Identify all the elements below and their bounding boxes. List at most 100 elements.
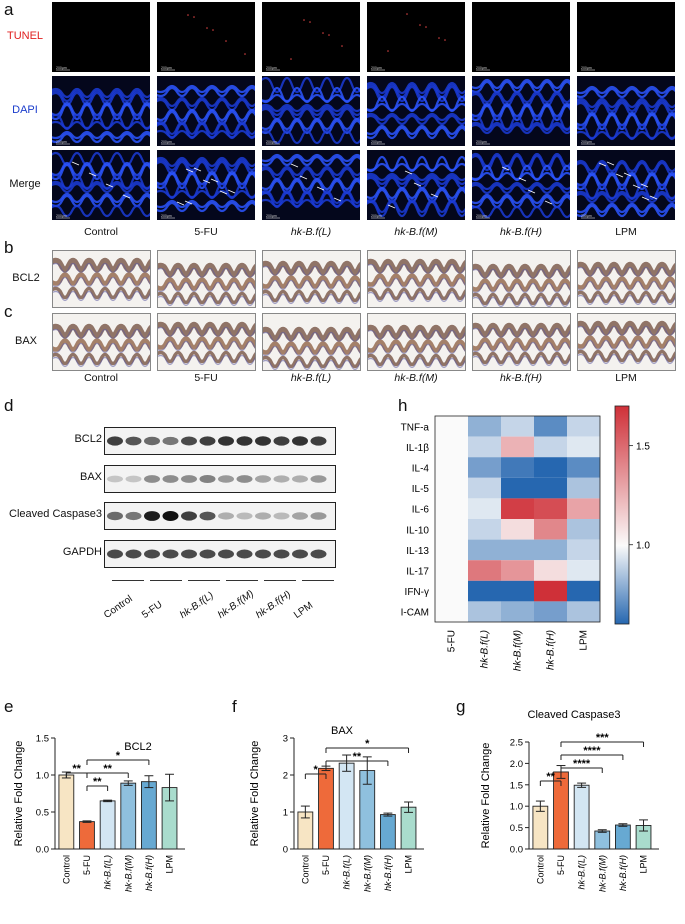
y-tick-label: 2.5	[510, 738, 523, 749]
heatmap-cell	[534, 580, 567, 602]
svg-text:200μm: 200μm	[266, 66, 277, 70]
micrograph-dapi: 200μm	[367, 76, 465, 146]
heatmap-cell	[567, 436, 600, 458]
svg-text:200μm: 200μm	[371, 66, 382, 70]
y-tick-label: 2	[283, 771, 288, 782]
ihc-image-bax	[577, 313, 676, 371]
lane-group-line	[264, 580, 296, 581]
row-label-tunel: TUNEL	[6, 30, 44, 42]
svg-text:200μm: 200μm	[371, 140, 382, 144]
heatmap-row-label: IL-10	[406, 525, 429, 536]
x-tick-label: Control	[535, 855, 545, 884]
heatmap-cell	[501, 580, 534, 602]
ihc-image-bcl2	[367, 250, 466, 308]
heatmap-cell	[468, 416, 501, 437]
x-tick-label: 5-FU	[321, 855, 331, 875]
blot-label-bcl2: BCL2	[74, 433, 102, 445]
x-tick-label: hk-B.f(L)	[577, 855, 587, 890]
significance-label: ****	[573, 758, 591, 770]
heatmap-cell	[534, 436, 567, 458]
micrograph-merge: 200μm	[52, 150, 150, 220]
heatmap-cell	[501, 560, 534, 581]
heatmap-row-label: IL-13	[406, 546, 429, 557]
bar-chart-title: BAX	[331, 725, 354, 737]
x-tick-label: hk-B.f(M)	[362, 855, 372, 892]
group-label-a: hk-B.f(H)	[500, 226, 542, 238]
heatmap-cell	[501, 519, 534, 540]
significance-label: *	[116, 750, 121, 762]
bar	[58, 774, 75, 850]
significance-label: ***	[596, 732, 610, 744]
panel-label-b: b	[4, 238, 14, 257]
blot-strip	[104, 427, 336, 455]
heatmap-cell	[501, 477, 534, 499]
heatmap-cell	[468, 498, 501, 519]
row-label-merge: Merge	[9, 178, 41, 190]
micrograph-merge: 200μm	[367, 150, 465, 220]
group-label-a: Control	[84, 226, 118, 238]
bar-chart-ylabel: Relative Fold Change	[13, 741, 25, 847]
micrograph-dapi: 200μm	[472, 76, 570, 146]
x-tick-label: LPM	[404, 855, 414, 874]
y-tick-label: 1.0	[36, 771, 49, 782]
svg-text:200μm: 200μm	[581, 66, 592, 70]
heatmap-cell	[435, 601, 468, 622]
panel-label-a: a	[4, 0, 14, 19]
heatmap-cell	[534, 477, 567, 499]
micrograph-dapi: 200μm	[52, 76, 150, 146]
heatmap-cell	[435, 539, 468, 561]
heatmap-col-label: hk-B.f(H)	[546, 630, 557, 670]
heatmap-cell	[567, 539, 600, 561]
group-label-c: 5-FU	[194, 372, 218, 384]
x-tick-label: hk-B.f(M)	[123, 855, 133, 892]
svg-text:200μm: 200μm	[581, 214, 592, 218]
lane-group-line	[150, 580, 182, 581]
heatmap-cell	[534, 601, 567, 622]
heatmap-cell	[534, 560, 567, 581]
panel-label-g: g	[456, 697, 466, 716]
heatmap-cell	[435, 457, 468, 478]
bar-chart-ylabel: Relative Fold Change	[480, 743, 492, 849]
ihc-row-label-bcl2: BCL2	[12, 272, 40, 284]
bar-chart-title: Cleaved Caspase3	[528, 709, 621, 721]
heatmap-row-label: IL-5	[412, 484, 430, 495]
x-tick-label: hk-B.f(H)	[144, 855, 154, 891]
significance-label: **	[72, 763, 81, 775]
significance-label: ****	[583, 745, 601, 757]
heatmap-col-label: hk-B.f(L)	[480, 630, 491, 668]
group-label-c: Control	[84, 372, 118, 384]
heatmap-cell	[567, 580, 600, 602]
heatmap-row-label: IL-4	[412, 464, 430, 475]
ihc-image-bcl2	[472, 250, 571, 308]
heatmap-cell	[501, 601, 534, 622]
bax-bar-chart: BAX Relative Fold Change 0 1 2 3 Control 5-FU hk…	[249, 725, 424, 892]
x-tick-label: Control	[300, 855, 310, 884]
svg-text:200μm: 200μm	[371, 214, 382, 218]
heatmap-col-label: hk-B.f(M)	[513, 630, 524, 671]
svg-text:200μm: 200μm	[56, 214, 67, 218]
y-tick-label: 0.5	[510, 823, 523, 834]
y-tick-label: 2.0	[510, 759, 523, 770]
micrograph-dapi: 200μm	[262, 76, 360, 146]
blot-group-label: 5-FU	[140, 599, 165, 622]
heatmap-row-label: TNF-a	[401, 422, 430, 433]
heatmap-cell	[468, 457, 501, 478]
heatmap-cell	[435, 519, 468, 540]
y-tick-label: 0	[283, 845, 288, 856]
bar	[400, 806, 417, 850]
heatmap-cell	[468, 539, 501, 561]
bar	[338, 762, 355, 850]
heatmap-cell	[534, 457, 567, 478]
heatmap-cell	[435, 498, 468, 519]
ihc-image-bcl2	[577, 250, 676, 308]
blot-label-cleaved-caspase3: Cleaved Caspase3	[9, 508, 102, 520]
blot-strip	[104, 540, 336, 568]
heatmap-cell	[501, 436, 534, 458]
heatmap-cell	[534, 416, 567, 437]
blot-group-label: Control	[102, 593, 135, 622]
x-tick-label: 5-FU	[556, 855, 566, 875]
bcl2-bar-chart: BCL2 Relative Fold Change 0.0 0.5 1.0 1.5 Cont…	[13, 734, 185, 892]
panel-label-e: e	[4, 697, 14, 716]
y-tick-label: 0.5	[36, 808, 49, 819]
svg-text:200μm: 200μm	[266, 140, 277, 144]
